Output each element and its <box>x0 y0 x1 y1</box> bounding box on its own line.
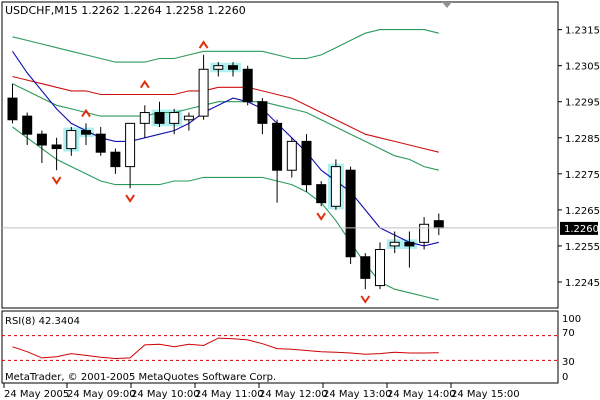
price-axis: 1.2315 1.2305 1.2295 1.2285 1.2275 1.2265 1.22… <box>558 26 600 289</box>
candle[interactable] <box>198 54 209 120</box>
fractal-down-arrow-icon <box>125 194 135 203</box>
time-tick-label: 24 May 09:00 <box>67 389 136 400</box>
candle[interactable] <box>228 62 238 77</box>
candlesticks[interactable] <box>7 54 444 290</box>
candle[interactable] <box>183 112 194 131</box>
slow-ma-line <box>12 75 439 153</box>
rsi-panel-frame[interactable] <box>1 310 559 384</box>
price-tick-label: 1.2295 <box>565 98 600 109</box>
time-tick-label: 24 May 14:00 <box>387 389 456 400</box>
fractal-down-arrow-icon <box>360 295 371 304</box>
rsi-line <box>12 337 439 360</box>
current-price-tag: 1.2260 <box>560 221 599 235</box>
candle[interactable] <box>360 253 371 290</box>
rsi-level-0: 0 <box>562 372 568 383</box>
price-tick-label: 1.2305 <box>565 62 600 73</box>
candle[interactable] <box>125 122 136 189</box>
candle[interactable] <box>316 181 327 207</box>
rsi-label: RSI(8) 42.3404 <box>5 316 80 327</box>
time-tick-label: 24 May 2005 <box>4 389 69 400</box>
fractal-down-arrow-icon <box>316 212 327 221</box>
candle[interactable] <box>213 62 224 77</box>
candle[interactable] <box>404 231 415 268</box>
copyright-text: MetaTrader, © 2001-2005 MetaQuotes Softw… <box>5 372 276 383</box>
fractal-up-arrow-icon <box>198 40 209 49</box>
fractal-down-arrow-icon <box>51 176 62 185</box>
fractal-arrows <box>51 40 371 304</box>
candle[interactable] <box>330 159 341 210</box>
candle[interactable] <box>7 83 18 124</box>
candle[interactable] <box>169 108 180 135</box>
candle[interactable] <box>419 217 430 250</box>
candle[interactable] <box>375 242 385 290</box>
rsi-level-70: 70 <box>562 328 575 339</box>
price-tick-label: 1.2245 <box>565 278 600 289</box>
candle[interactable] <box>257 98 268 135</box>
candle[interactable] <box>154 101 165 127</box>
envelope-upper-line <box>12 29 439 63</box>
candle[interactable] <box>95 126 106 156</box>
candle[interactable] <box>36 130 47 164</box>
rsi-level-30: 30 <box>562 357 575 368</box>
rsi-level-100: 100 <box>562 314 581 325</box>
time-tick-label: 24 May 15:00 <box>451 389 520 400</box>
fractal-up-arrow-icon <box>81 108 91 118</box>
current-price-label: 1.2260 <box>564 224 599 235</box>
price-tick-label: 1.2315 <box>565 26 600 37</box>
candle[interactable] <box>81 123 91 145</box>
indicator-lines <box>12 29 439 301</box>
candle[interactable] <box>345 166 356 264</box>
candle[interactable] <box>272 119 283 203</box>
candle[interactable] <box>139 105 150 138</box>
candle[interactable] <box>301 134 312 192</box>
candle[interactable] <box>51 137 62 171</box>
time-tick-label: 24 May 13:00 <box>323 389 392 400</box>
price-tick-label: 1.2275 <box>565 170 600 181</box>
price-tick-label: 1.2285 <box>565 134 600 145</box>
candle[interactable] <box>242 65 253 106</box>
chart-header: USDCHF,M15 1.2262 1.2264 1.2258 1.2260 <box>5 4 246 17</box>
candle[interactable] <box>66 126 77 156</box>
time-tick-label: 24 May 12:00 <box>259 389 328 400</box>
time-tick-label: 24 May 10:00 <box>131 389 200 400</box>
price-tick-label: 1.2255 <box>565 242 600 253</box>
rsi-levels <box>2 335 558 361</box>
price-tick-label: 1.2265 <box>565 206 600 217</box>
fast-ma-line <box>12 50 439 247</box>
shift-marker-icon[interactable] <box>442 2 452 8</box>
candle[interactable] <box>286 137 297 178</box>
time-tick-label: 24 May 11:00 <box>195 389 264 400</box>
candle[interactable] <box>110 148 121 174</box>
candle[interactable] <box>22 112 33 145</box>
fractal-up-arrow-icon <box>139 79 150 89</box>
candle[interactable] <box>389 231 400 254</box>
